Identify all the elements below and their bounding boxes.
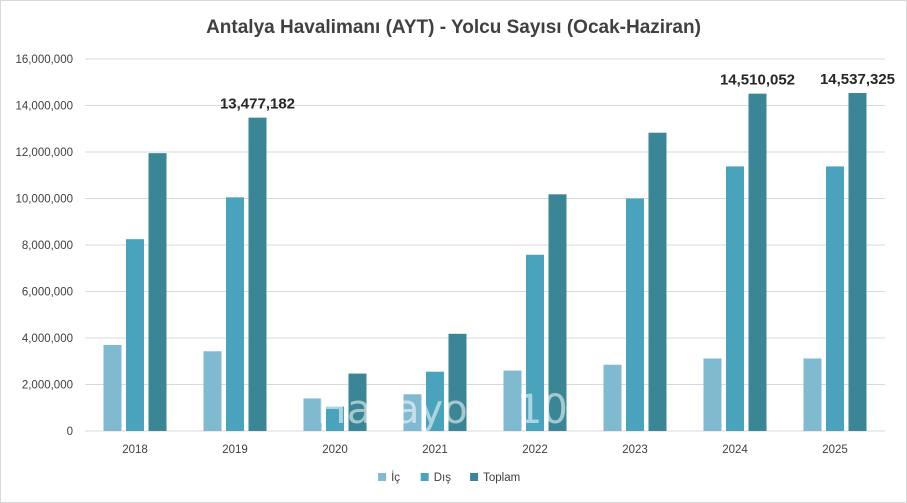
x-tick-label: 2025 [822,444,848,456]
x-tick-label: 2024 [722,444,748,456]
y-tick-label: 10,000,000 [15,194,73,206]
data-label: 14,537,325 [820,71,895,88]
bar [448,333,467,431]
bar [648,132,667,431]
y-tick-label: 4,000,000 [22,333,73,345]
bar [748,93,767,431]
bar [148,153,167,431]
legend-label: İç [391,471,400,484]
data-label: 14,510,052 [720,72,795,89]
bar [503,370,522,431]
bar [726,166,744,432]
bar [203,351,222,431]
bar [526,254,544,431]
x-tick-label: 2022 [522,444,548,456]
y-tick-label: 14,000,000 [15,101,73,113]
x-tick-label: 2020 [322,444,348,456]
bar [303,398,322,431]
bar [126,239,144,431]
bar [248,117,267,431]
bar [626,198,644,431]
bar [603,364,622,431]
bar [403,394,422,431]
bar [848,93,867,431]
bar [803,358,822,431]
chart-title: Antalya Havalimanı (AYT) - Yolcu Sayısı … [206,17,701,38]
x-tick-label: 2019 [222,444,248,456]
y-tick-label: 8,000,000 [22,240,73,252]
y-tick-label: 6,000,000 [22,287,73,299]
bar [703,358,722,431]
legend-swatch [420,473,429,481]
x-tick-label: 2021 [422,444,448,456]
legend-swatch [470,473,479,481]
bar [426,371,444,431]
y-tick-label: 16,000,000 [15,54,73,66]
y-tick-label: 2,000,000 [22,380,73,392]
bar [548,194,567,431]
y-tick-label: 0 [67,426,73,438]
data-label: 13,477,182 [220,96,295,113]
bar [826,166,844,432]
legend-label: Dış [434,472,452,484]
legend-label: Toplam [483,472,520,484]
watermark-text: Havayolu 101 [317,387,593,433]
x-tick-label: 2018 [122,444,148,456]
y-tick-label: 12,000,000 [15,147,73,159]
legend-swatch [378,473,387,481]
bar [103,344,122,431]
bar [348,373,367,431]
bar [326,406,344,431]
bar [226,197,244,431]
x-tick-label: 2023 [622,444,648,456]
